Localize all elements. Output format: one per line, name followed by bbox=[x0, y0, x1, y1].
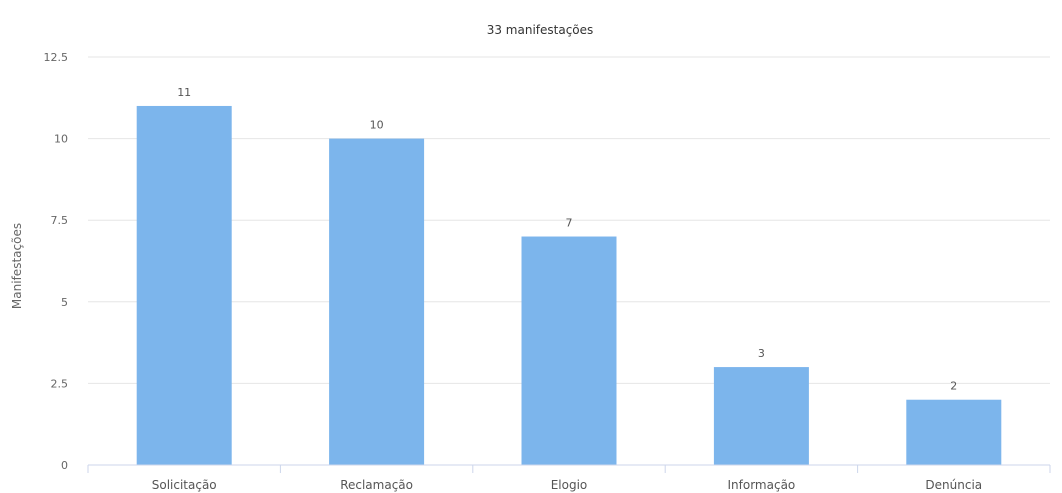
data-label: 11 bbox=[177, 86, 191, 99]
x-tick-label: Reclamação bbox=[340, 478, 413, 492]
bar-1[interactable] bbox=[329, 138, 425, 465]
x-tick-label: Solicitação bbox=[152, 478, 217, 492]
y-tick-label: 7.5 bbox=[51, 214, 69, 227]
x-axis: Solicitação Reclamação Elogio Informação Den… bbox=[87, 464, 1051, 492]
y-axis-ticks: 0 2.5 5 7.5 10 12.5 bbox=[44, 51, 69, 472]
gridlines bbox=[88, 56, 1050, 384]
data-label: 3 bbox=[758, 347, 765, 360]
y-axis-label: Manifestações bbox=[10, 223, 24, 309]
y-tick-label: 0 bbox=[61, 459, 68, 472]
y-tick-label: 5 bbox=[61, 296, 68, 309]
x-tick-label: Denúncia bbox=[925, 478, 982, 492]
bars bbox=[136, 105, 1002, 466]
data-label: 2 bbox=[950, 380, 957, 393]
bar-4[interactable] bbox=[906, 399, 1002, 465]
data-label: 7 bbox=[566, 217, 573, 230]
bar-2[interactable] bbox=[521, 236, 617, 465]
bar-0[interactable] bbox=[136, 105, 232, 466]
bar-3[interactable] bbox=[713, 367, 809, 465]
data-label: 10 bbox=[370, 119, 384, 132]
chart-title: 33 manifestações bbox=[487, 23, 594, 37]
y-tick-label: 12.5 bbox=[44, 51, 69, 64]
y-tick-label: 10 bbox=[54, 133, 68, 146]
data-labels: 11 10 7 3 2 bbox=[177, 86, 957, 393]
x-tick-label: Elogio bbox=[551, 478, 588, 492]
y-tick-label: 2.5 bbox=[51, 377, 69, 390]
x-tick-label: Informação bbox=[728, 478, 796, 492]
